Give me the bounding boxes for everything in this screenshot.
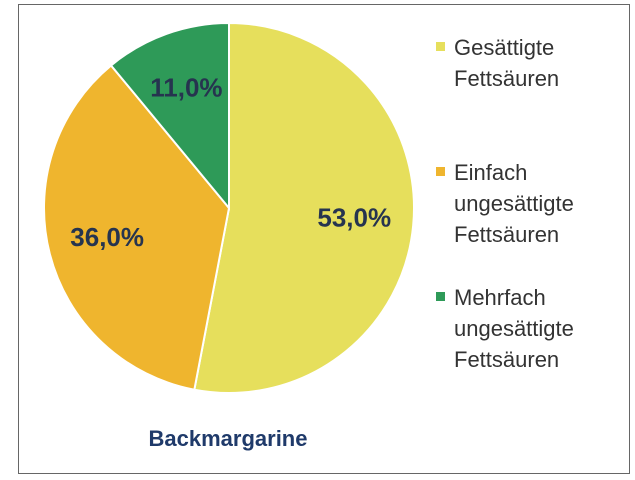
pie-slice [193, 21, 415, 394]
legend-swatch [436, 167, 445, 176]
value-label: 11,0% [150, 73, 222, 103]
legend-label: Gesättigte Fettsäuren [454, 35, 560, 91]
frame [18, 4, 630, 474]
legend-item: Gesättigte Fettsäuren [436, 32, 559, 94]
value-label: 36,0% [70, 222, 144, 252]
legend-label: Einfach ungesättigte Fettsäuren [454, 160, 574, 247]
pie-slice [109, 21, 230, 211]
pie-slice [43, 64, 231, 391]
chart-title: Backmargarine [149, 426, 308, 451]
legend-item: Mehrfach ungesättigte Fettsäuren [436, 282, 574, 375]
legend-item: Einfach ungesättigte Fettsäuren [436, 157, 574, 250]
legend-swatch [436, 42, 445, 51]
legend-label: Mehrfach ungesättigte Fettsäuren [454, 285, 574, 372]
value-label: 53,0% [317, 203, 391, 233]
legend-swatch [436, 292, 445, 301]
